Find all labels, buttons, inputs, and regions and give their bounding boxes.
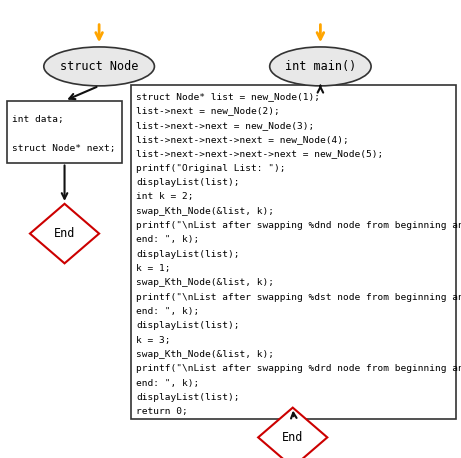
Text: printf("Original List: ");: printf("Original List: "); (136, 164, 285, 173)
Text: int main(): int main() (285, 60, 356, 73)
Text: return 0;: return 0; (136, 408, 188, 416)
Text: k = 3;: k = 3; (136, 336, 171, 345)
Text: swap_Kth_Node(&list, k);: swap_Kth_Node(&list, k); (136, 350, 274, 359)
Text: end: ", k);: end: ", k); (136, 235, 199, 245)
Text: displayList(list);: displayList(list); (136, 178, 240, 187)
Text: end: ", k);: end: ", k); (136, 379, 199, 388)
Text: end: ", k);: end: ", k); (136, 307, 199, 316)
Bar (131, 85, 456, 419)
Text: list->next->next->next = new_Node(4);: list->next->next->next = new_Node(4); (136, 135, 349, 144)
Text: int data;: int data; (12, 115, 63, 124)
Text: list->next->next->next->next = new_Node(5);: list->next->next->next->next = new_Node(… (136, 149, 383, 158)
Bar (7, 101, 122, 163)
Text: printf("\nList after swapping %drd node from beginning and: printf("\nList after swapping %drd node … (136, 365, 461, 373)
Ellipse shape (44, 47, 154, 86)
Text: k = 1;: k = 1; (136, 264, 171, 273)
Ellipse shape (270, 47, 371, 86)
Text: struct Node: struct Node (60, 60, 138, 73)
Text: struct Node* list = new_Node(1);: struct Node* list = new_Node(1); (136, 92, 320, 101)
Text: printf("\nList after swapping %dst node from beginning and: printf("\nList after swapping %dst node … (136, 293, 461, 302)
Text: displayList(list);: displayList(list); (136, 393, 240, 402)
Text: list->next = new_Node(2);: list->next = new_Node(2); (136, 106, 280, 115)
Text: printf("\nList after swapping %dnd node from beginning and: printf("\nList after swapping %dnd node … (136, 221, 461, 230)
Text: displayList(list);: displayList(list); (136, 250, 240, 259)
Text: int k = 2;: int k = 2; (136, 192, 194, 202)
Text: displayList(list);: displayList(list); (136, 322, 240, 330)
Text: struct Node* next;: struct Node* next; (12, 144, 115, 153)
Text: swap_Kth_Node(&list, k);: swap_Kth_Node(&list, k); (136, 207, 274, 216)
Text: swap_Kth_Node(&list, k);: swap_Kth_Node(&list, k); (136, 278, 274, 287)
Polygon shape (30, 204, 99, 263)
Text: End: End (282, 431, 303, 444)
Text: End: End (54, 227, 75, 240)
Polygon shape (258, 408, 327, 458)
Text: list->next->next = new_Node(3);: list->next->next = new_Node(3); (136, 120, 314, 130)
